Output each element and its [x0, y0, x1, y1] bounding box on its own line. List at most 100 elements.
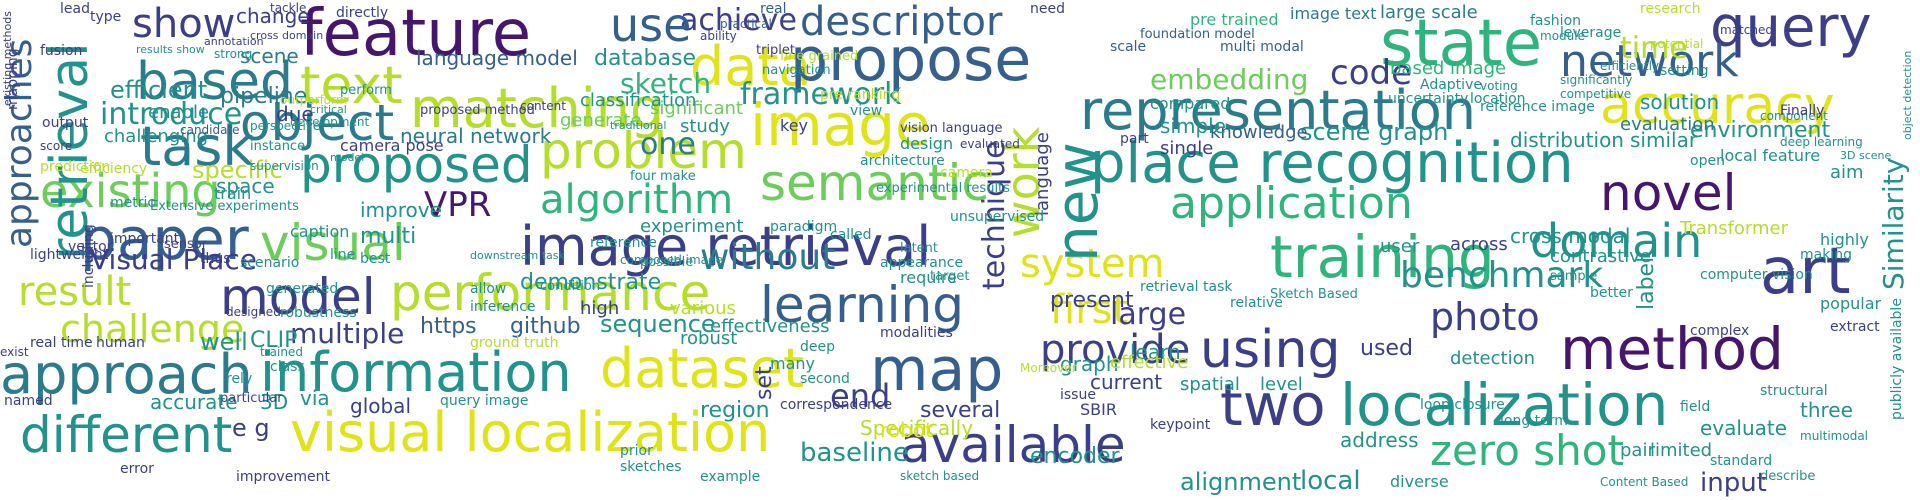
word-moreover: Moreover: [1020, 361, 1077, 375]
word-field: field: [1680, 399, 1711, 415]
word-existing: existing: [40, 164, 221, 218]
word-dataset: dataset: [600, 337, 805, 400]
word-robustness: robustness: [280, 305, 357, 321]
word-particular: particular: [220, 391, 283, 406]
word-metric: metric: [110, 195, 156, 211]
word-make: make: [660, 169, 696, 184]
word-sketch: sketch: [620, 67, 712, 100]
word-voting: voting: [1480, 79, 1518, 93]
word-thus: thus: [200, 251, 231, 267]
word-aim: aim: [1830, 162, 1864, 183]
word-challenging: challenging: [104, 126, 209, 147]
word-standard: standard: [1710, 453, 1773, 469]
word-exist: exist: [0, 345, 29, 359]
word-research: research: [1640, 1, 1701, 17]
word-real-time: real time: [30, 335, 93, 351]
word-sketches: sketches: [620, 459, 682, 475]
word-extract: extract: [1830, 319, 1880, 335]
word-challenge: challenge: [60, 307, 245, 351]
word-encoder: encoder: [1030, 444, 1120, 469]
word-visual-localization: visual localization: [290, 401, 771, 464]
word-proposed: proposed: [300, 136, 533, 194]
word-visual-place: Visual Place: [90, 243, 257, 276]
word-user: user: [1380, 236, 1420, 257]
word-framework: framework: [740, 77, 902, 112]
word-multiple: multiple: [290, 317, 405, 350]
word-improve: improve: [360, 198, 442, 222]
word-3d: 3D: [260, 390, 289, 414]
word-paper: paper: [80, 205, 249, 273]
word-new: new: [1043, 142, 1111, 262]
word-directly: directly: [336, 5, 389, 21]
word-downstream-task: downstream task: [470, 249, 565, 262]
word-sketch-based-lower: sketch based: [900, 469, 980, 483]
word-architecture: architecture: [860, 153, 945, 169]
word-loop-closure: loop closure: [1420, 397, 1505, 413]
word-proposed-method: proposed method: [420, 103, 535, 118]
word-descriptor: descriptor: [800, 0, 1003, 45]
word-matched: matched: [1720, 23, 1773, 37]
word-need: need: [1030, 1, 1065, 17]
word-based-image: based image: [1390, 58, 1507, 79]
word-effectiveness: effectiveness: [710, 316, 830, 337]
word-reference: reference: [590, 235, 657, 251]
word-several: several: [920, 398, 1001, 423]
word-local-feature: local feature: [1720, 146, 1821, 165]
word-efficiency: efficiency: [80, 161, 148, 177]
word-ability: ability: [700, 29, 737, 43]
word-current: current: [1090, 370, 1163, 394]
word-perform: perform: [340, 83, 392, 98]
word-leverage: leverage: [1560, 25, 1622, 41]
word-demonstrate: demonstrate: [520, 270, 662, 295]
word-various: various: [670, 298, 736, 319]
word-cross-domain: cross domain: [250, 29, 324, 42]
word-reference-image: reference image: [1480, 99, 1595, 115]
word-real: real: [760, 1, 787, 17]
word-problem: problem: [540, 122, 747, 180]
word-multi-modal: multi modal: [1220, 39, 1304, 55]
word-part: part: [1120, 131, 1149, 147]
word-end: end: [830, 377, 891, 415]
word-results-show: results show: [136, 43, 205, 56]
word-transformer: Transformer: [1680, 218, 1789, 239]
word-experimental-results: experimental results: [876, 181, 1010, 196]
word-score: score: [40, 139, 73, 153]
word-matching: matching: [410, 77, 665, 140]
word-global: global: [350, 394, 411, 418]
word-keypoint: keypoint: [1150, 417, 1211, 433]
word-target: target: [930, 269, 970, 284]
word-learning: learning: [760, 276, 964, 334]
word-approach: approach: [0, 343, 253, 406]
word-competitive: competitive: [1560, 87, 1632, 101]
word-retrieval-task: retrieval task: [1140, 279, 1233, 295]
word-model: model: [220, 268, 376, 326]
word-candidate: candidate: [180, 123, 240, 137]
word-sketch-based: Sketch Based: [1270, 287, 1358, 302]
word-https: https: [420, 314, 477, 339]
word-language: language: [1032, 132, 1053, 216]
word-introduce: introduce: [100, 97, 243, 132]
word-finally: Finally: [1780, 103, 1825, 119]
word-better: better: [1590, 285, 1633, 301]
word-generate: generate: [560, 110, 642, 131]
word-error: error: [120, 461, 154, 477]
word-information: information: [260, 341, 572, 404]
word-efficient: efficient: [110, 76, 208, 104]
word-vision-language: vision language: [900, 121, 1003, 136]
word-different: different: [20, 406, 233, 464]
word-single: single: [1160, 138, 1214, 159]
word-camera: camera: [940, 165, 993, 181]
word-image-retrieval: image retrieval: [520, 215, 932, 278]
word-cross-modal: cross modal: [1510, 224, 1631, 248]
word-solution: solution: [1640, 90, 1720, 114]
word-present: present: [1050, 288, 1134, 313]
word-adaptive: Adaptive: [1420, 77, 1482, 93]
word-perspective: perspective: [250, 119, 321, 133]
word-alignment: alignment: [1180, 468, 1302, 496]
word-fashion: fashion: [1530, 13, 1582, 29]
word-inference: inference: [470, 299, 536, 315]
word-specifically: Specifically: [860, 416, 974, 440]
word-describe: describe: [1760, 469, 1816, 484]
word-lightweight: lightweight: [30, 247, 109, 263]
word-learn: learn: [1130, 340, 1181, 364]
